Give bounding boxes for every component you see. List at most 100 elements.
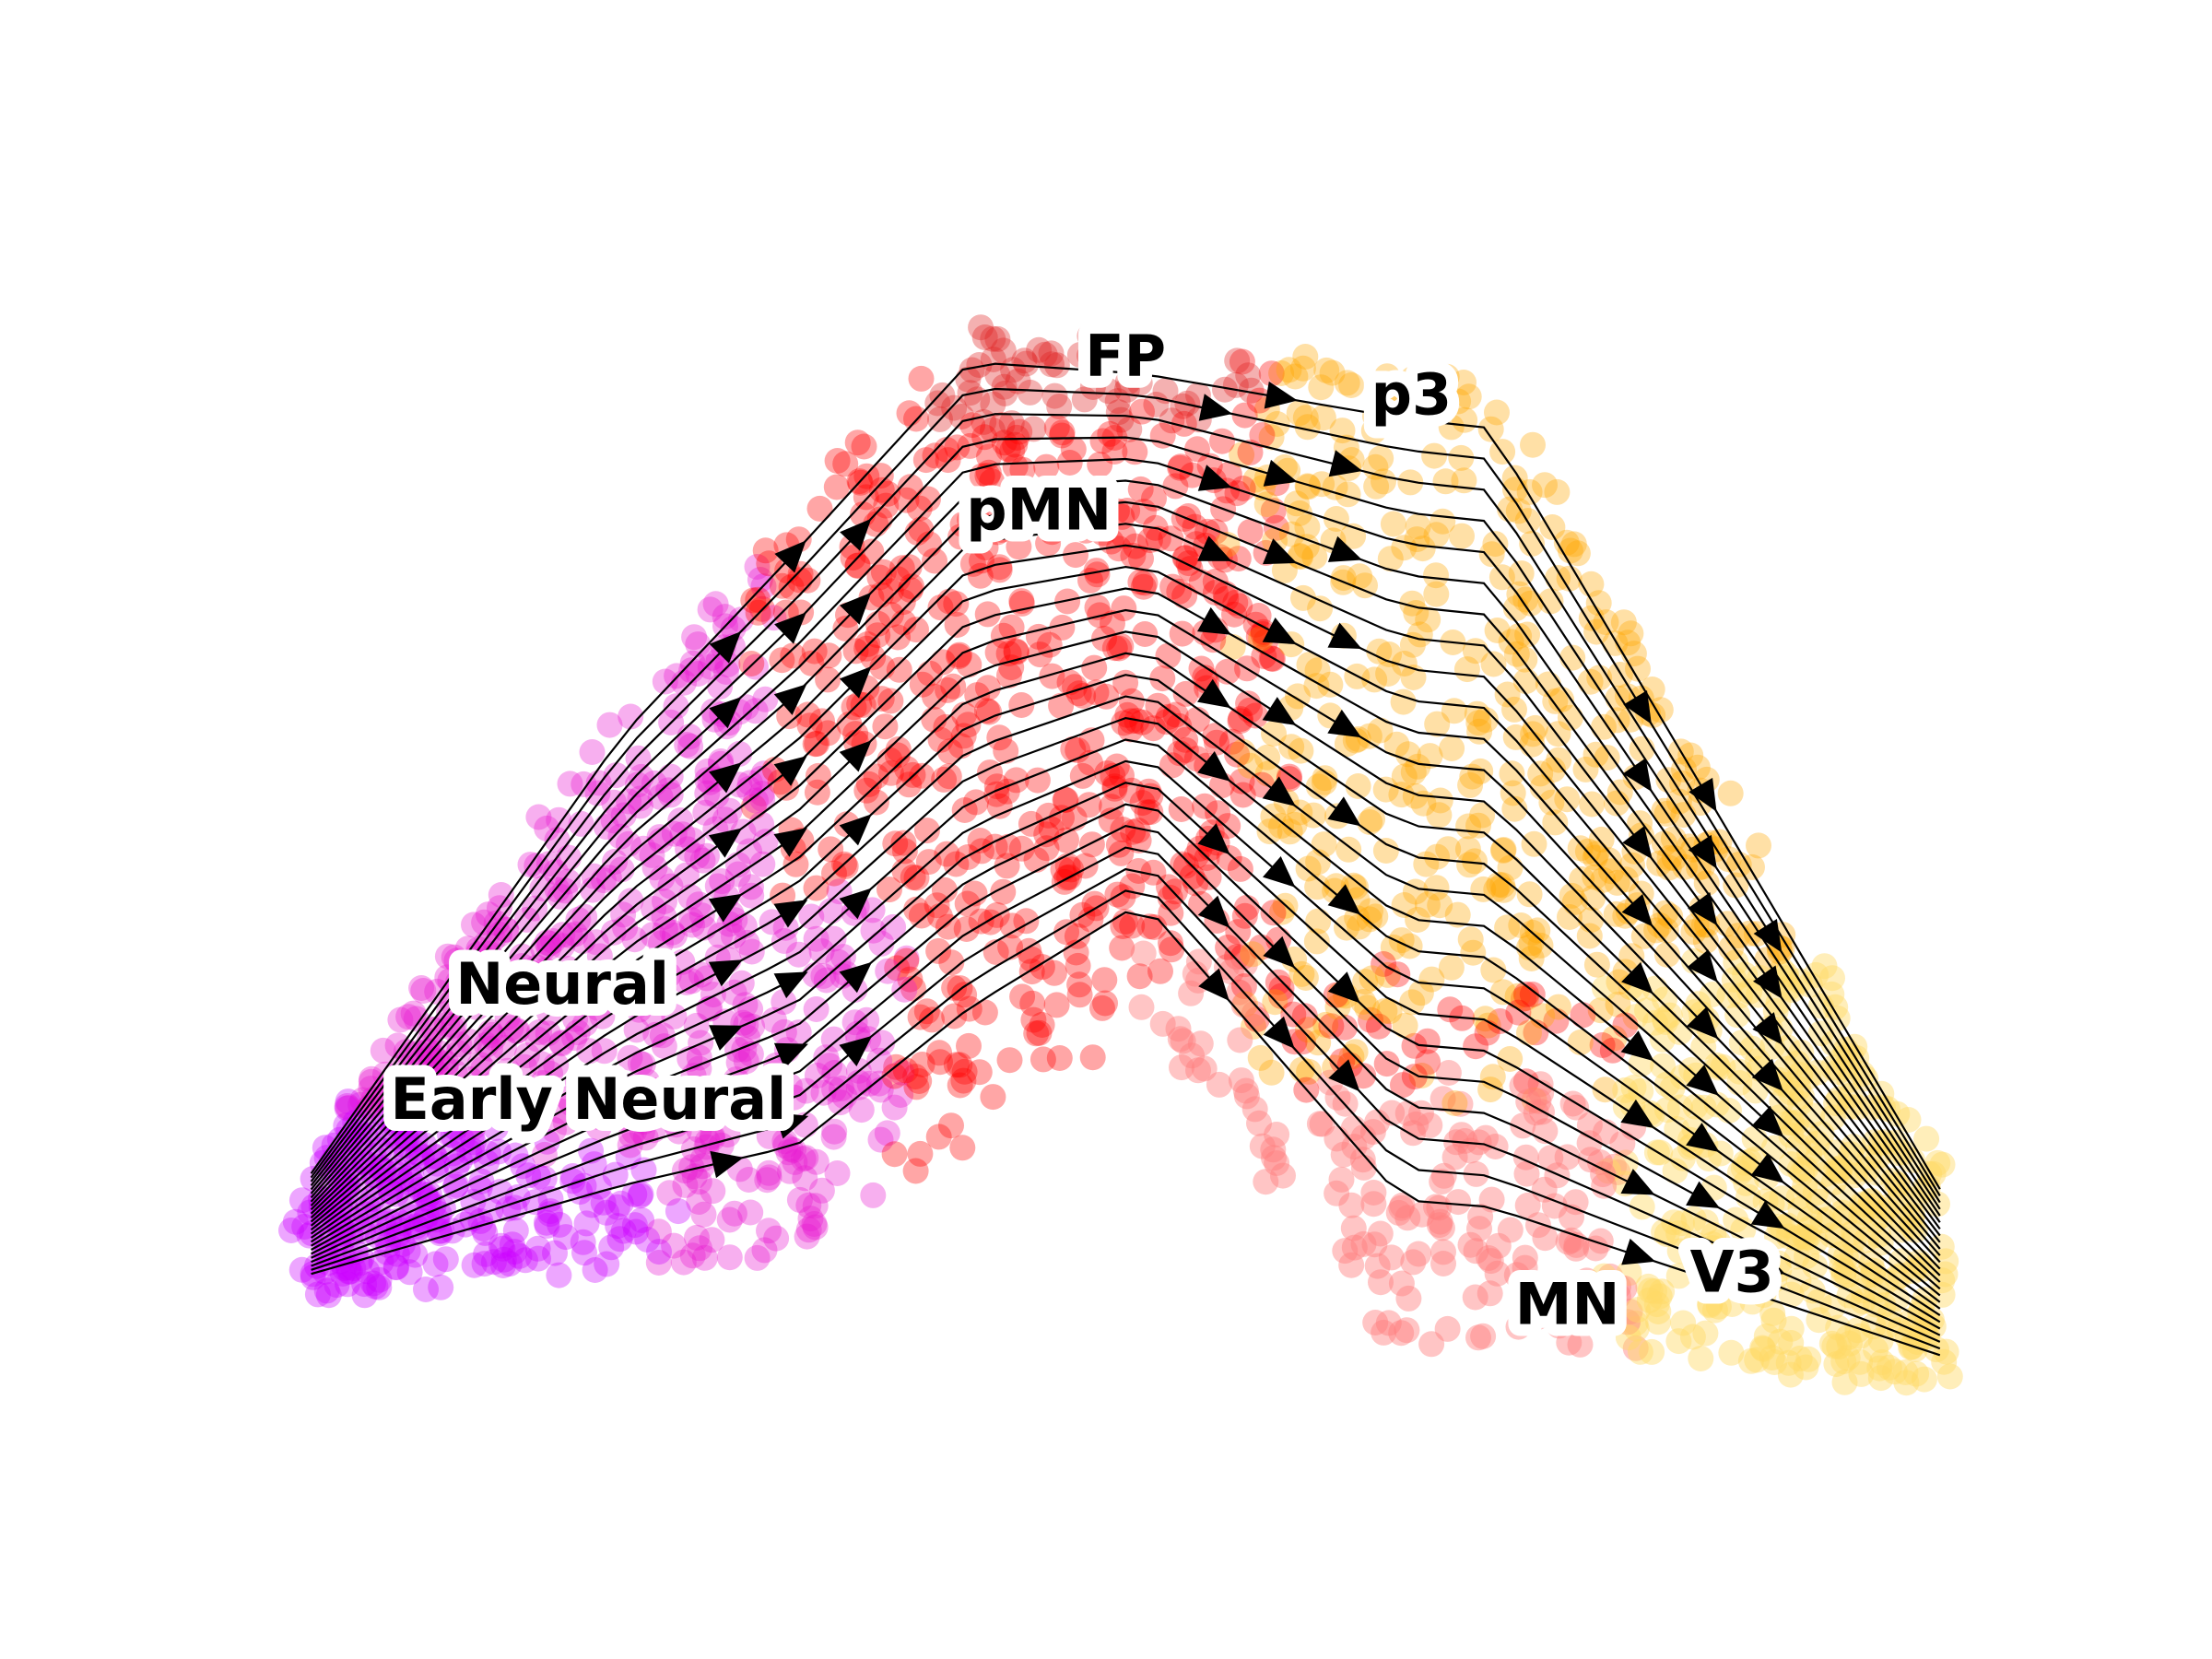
cell-point <box>604 974 630 1001</box>
velocity-arrowhead <box>1686 1240 1721 1266</box>
cell-point <box>1489 872 1516 899</box>
cell-point <box>366 1274 393 1300</box>
cell-point <box>1172 680 1199 707</box>
cell-point <box>922 442 948 469</box>
cell-point <box>957 380 983 406</box>
cell-point <box>509 953 535 979</box>
cell-point <box>1606 1274 1631 1300</box>
cell-point <box>1380 511 1406 537</box>
cell-point <box>1224 944 1250 971</box>
cell-point <box>1374 363 1400 390</box>
cell-point <box>1569 866 1595 892</box>
cell-point <box>1280 1001 1307 1028</box>
cell-point <box>645 1250 672 1276</box>
cell-point <box>1229 441 1255 468</box>
cell-point <box>1306 1111 1333 1137</box>
streamline <box>310 436 1941 1210</box>
cell-point <box>489 973 516 1000</box>
cell-point <box>1282 363 1309 390</box>
cell-point <box>1226 979 1253 1006</box>
cell-point <box>1462 1284 1488 1311</box>
cell-point <box>1624 1297 1651 1324</box>
cell-point <box>1769 1088 1795 1114</box>
cell-point <box>1665 1220 1692 1246</box>
cell-point <box>749 785 776 812</box>
cell-point <box>1290 1029 1316 1055</box>
cell-point <box>1169 620 1195 647</box>
cell-point <box>557 771 583 797</box>
cell-point <box>1175 550 1202 577</box>
cell-point <box>475 975 501 1002</box>
cell-point <box>623 1218 649 1245</box>
cell-point <box>1159 752 1185 779</box>
cell-point <box>1522 714 1548 741</box>
cell-point <box>1400 1249 1427 1276</box>
cell-point <box>776 1073 803 1100</box>
cell-point <box>1892 1359 1919 1385</box>
cell-point <box>1567 1331 1594 1358</box>
cell-point <box>1230 992 1257 1018</box>
cell-point <box>532 957 559 983</box>
cell-point <box>884 955 911 982</box>
cell-point <box>913 998 940 1025</box>
cell-point <box>1388 782 1415 808</box>
cell-point <box>1928 1233 1955 1260</box>
cell-point <box>1230 738 1256 765</box>
cell-point <box>868 930 895 957</box>
cell-point <box>324 1272 350 1299</box>
cell-point <box>827 1089 853 1116</box>
velocity-arrowhead <box>1622 758 1653 793</box>
cell-point <box>842 638 869 665</box>
cell-point <box>1149 665 1176 692</box>
cell-point <box>492 916 519 943</box>
cell-point <box>1072 853 1099 879</box>
cell-point <box>1825 1059 1852 1085</box>
cell-point <box>1723 1206 1749 1233</box>
cell-point <box>744 554 771 580</box>
cell-point <box>1360 1191 1387 1218</box>
cell-point <box>651 903 677 930</box>
cell-point <box>496 1251 523 1277</box>
cell-point <box>583 1070 610 1097</box>
cell-point <box>1911 1366 1937 1393</box>
cell-point <box>482 1070 508 1097</box>
cell-point <box>679 1242 706 1269</box>
cell-point <box>1324 994 1351 1020</box>
cell-point <box>1418 1331 1445 1358</box>
cell-point <box>1601 1025 1628 1052</box>
cell-point <box>1228 1067 1254 1094</box>
velocity-arrowhead <box>774 612 806 644</box>
cell-point <box>1823 1351 1850 1377</box>
cell-point <box>1073 517 1100 544</box>
cell-point <box>1627 1338 1653 1365</box>
cell-point <box>1368 1269 1394 1296</box>
cell-point <box>559 1168 586 1194</box>
cell-point <box>875 480 901 507</box>
cell-point <box>1701 1297 1728 1324</box>
cell-point <box>925 1124 952 1150</box>
cell-point <box>383 1254 410 1281</box>
cell-point <box>1423 1194 1449 1220</box>
cell-point <box>1100 327 1126 354</box>
cell-point <box>351 1282 378 1309</box>
cell-point <box>1242 611 1269 638</box>
cell-point <box>716 1206 743 1233</box>
cell-point <box>1046 1045 1073 1071</box>
cell-point <box>1841 1227 1867 1253</box>
cell-point <box>1532 1225 1559 1252</box>
cell-point <box>1287 799 1313 826</box>
cell-point <box>1408 1100 1434 1126</box>
cell-point <box>891 976 918 1003</box>
cell-point <box>486 1138 512 1165</box>
cell-point <box>885 624 912 651</box>
velocity-arrowhead <box>1263 856 1296 888</box>
cell-point <box>1137 331 1164 358</box>
velocity-arrowhead <box>1262 618 1297 645</box>
cell-point <box>679 827 706 853</box>
cell-point <box>493 917 520 943</box>
cell-point <box>860 644 887 671</box>
cell-point <box>868 477 895 503</box>
cell-point <box>1128 994 1155 1020</box>
cell-point <box>1376 641 1403 667</box>
cell-point <box>736 770 763 796</box>
